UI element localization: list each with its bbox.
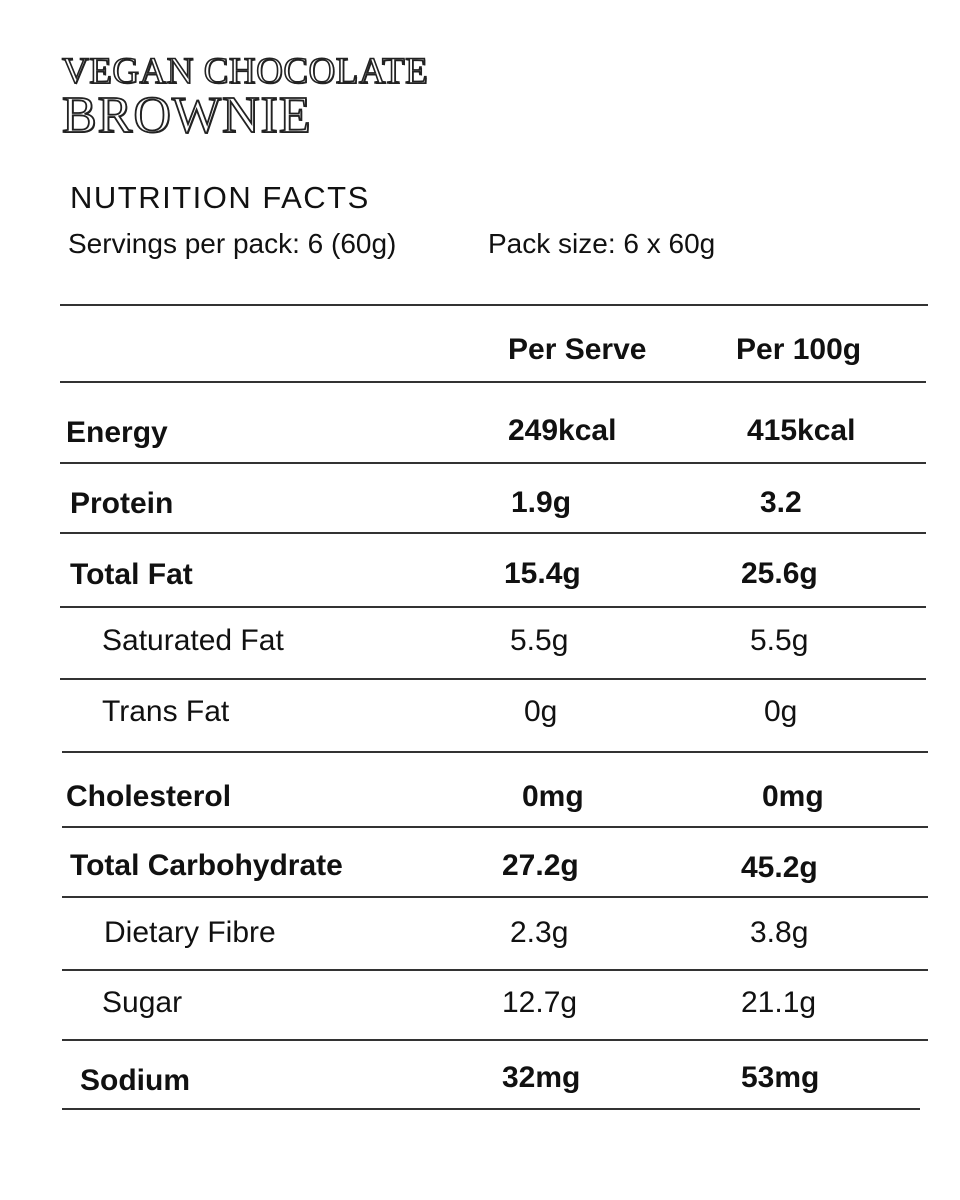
row-divider [62,751,928,753]
row-value-protein-per-serve: 1.9g [511,486,572,519]
row-divider [60,678,926,680]
row-value-energy-per-100g: 415kcal [747,414,856,447]
row-label-saturated-fat: Saturated Fat [102,624,284,657]
row-value-total-carbohydrate-per-100g: 45.2g [741,851,818,884]
product-title-line1: VEGAN CHOCOLATE [61,50,429,93]
row-value-total-fat-per-serve: 15.4g [504,557,581,590]
header-divider [60,381,926,383]
column-header-per-100g: Per 100g [736,333,862,366]
row-divider [62,826,928,828]
row-value-saturated-fat-per-serve: 5.5g [510,624,569,657]
row-value-saturated-fat-per-100g: 5.5g [750,624,809,657]
table-top-rule [60,304,928,306]
row-value-sodium-per-100g: 53mg [741,1061,820,1094]
row-value-cholesterol-per-100g: 0mg [762,780,824,813]
row-value-cholesterol-per-serve: 0mg [522,780,584,813]
row-value-sodium-per-serve: 32mg [502,1061,581,1094]
row-value-total-fat-per-100g: 25.6g [741,557,818,590]
product-title-line2: BROWNIE [61,86,312,145]
column-header-per-serve: Per Serve [508,333,647,366]
row-divider [62,1039,928,1041]
row-label-dietary-fibre: Dietary Fibre [104,916,276,949]
row-divider [62,896,928,898]
row-value-total-carbohydrate-per-serve: 27.2g [502,849,579,882]
row-label-trans-fat: Trans Fat [102,695,230,728]
row-label-sugar: Sugar [102,986,183,1019]
pack-size: Pack size: 6 x 60g [488,228,716,259]
table-bottom-rule [62,1108,920,1110]
row-value-trans-fat-per-serve: 0g [524,695,558,728]
row-divider [62,969,928,971]
row-value-dietary-fibre-per-serve: 2.3g [510,916,569,949]
row-label-energy: Energy [66,416,168,449]
row-value-energy-per-serve: 249kcal [508,414,617,447]
servings-per-pack: Servings per pack: 6 (60g) [68,228,397,259]
row-value-protein-per-100g: 3.2 [760,486,802,519]
row-value-dietary-fibre-per-100g: 3.8g [750,916,809,949]
row-divider [60,462,926,464]
row-divider [60,606,926,608]
row-label-sodium: Sodium [80,1064,190,1097]
row-label-protein: Protein [70,487,174,520]
row-label-total-carbohydrate: Total Carbohydrate [70,849,343,882]
row-divider [60,532,926,534]
row-value-sugar-per-100g: 21.1g [741,986,817,1019]
row-label-total-fat: Total Fat [70,558,193,591]
row-value-sugar-per-serve: 12.7g [502,986,578,1019]
nutrition-facts-heading: NUTRITION FACTS [70,180,370,215]
row-value-trans-fat-per-100g: 0g [764,695,798,728]
row-label-cholesterol: Cholesterol [66,780,232,813]
